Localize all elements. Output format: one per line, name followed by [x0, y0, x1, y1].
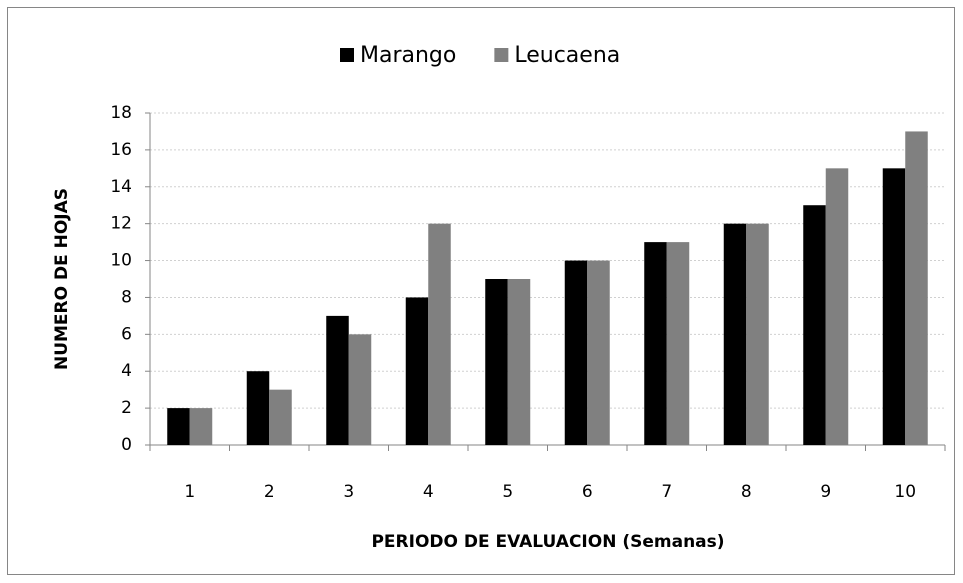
- bar: [167, 408, 190, 445]
- bar: [644, 242, 667, 445]
- bar: [246, 371, 270, 445]
- bar: [348, 334, 372, 445]
- x-tick-label: 4: [423, 482, 434, 502]
- y-tick-label: 14: [110, 177, 132, 197]
- y-axis-title: NUMERO DE HOJAS: [52, 188, 72, 370]
- x-tick-label: 6: [582, 482, 593, 502]
- bar: [666, 242, 690, 445]
- bar: [269, 389, 292, 445]
- bar: [428, 223, 451, 445]
- x-tick-label: 5: [502, 482, 513, 502]
- x-tick-label: 10: [894, 482, 916, 502]
- y-tick-label: 4: [121, 361, 132, 381]
- bar: [825, 168, 849, 446]
- x-tick-label: 1: [184, 482, 195, 502]
- x-tick-label: 9: [820, 482, 831, 502]
- y-tick-label: 18: [110, 103, 132, 123]
- bar: [587, 260, 610, 445]
- bar: [803, 205, 826, 445]
- x-tick-label: 2: [264, 482, 275, 502]
- y-tick-label: 10: [110, 251, 132, 271]
- chart-frame: [7, 7, 955, 575]
- x-tick-label: 3: [343, 482, 354, 502]
- legend-swatch: [494, 48, 509, 62]
- legend-label: Leucaena: [514, 43, 620, 68]
- bar: [189, 408, 213, 445]
- bar: [905, 131, 928, 445]
- y-tick-label: 6: [121, 324, 132, 344]
- x-tick-label: 7: [661, 482, 672, 502]
- bar: [564, 260, 588, 445]
- bar: [326, 315, 349, 445]
- bar: [507, 279, 531, 445]
- bar: [882, 168, 906, 446]
- legend-swatch: [340, 48, 354, 62]
- bar: [723, 223, 747, 445]
- x-tick-label: 8: [741, 482, 752, 502]
- y-tick-label: 0: [121, 435, 132, 455]
- y-tick-label: 16: [110, 140, 132, 160]
- legend-label: Marango: [360, 43, 456, 68]
- y-tick-label: 12: [110, 214, 132, 234]
- bar: [746, 223, 769, 445]
- y-tick-label: 8: [121, 287, 132, 307]
- y-tick-label: 2: [121, 398, 132, 418]
- bar: [485, 279, 508, 445]
- bar: [405, 297, 429, 445]
- x-axis-title: PERIODO DE EVALUACION (Semanas): [371, 532, 724, 552]
